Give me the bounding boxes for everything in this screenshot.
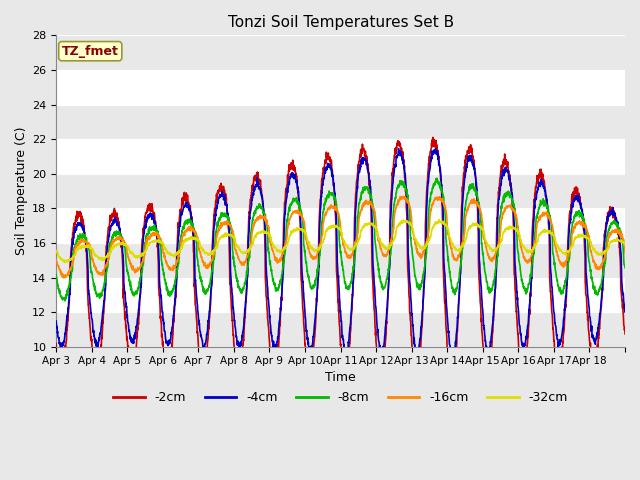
-32cm xyxy=(513,227,520,233)
-16cm xyxy=(109,240,117,245)
Bar xyxy=(56,105,625,139)
-8cm xyxy=(621,265,629,271)
Bar xyxy=(56,243,625,277)
-4cm xyxy=(52,318,60,324)
-16cm xyxy=(621,250,629,256)
-4cm xyxy=(545,212,552,217)
-2cm xyxy=(429,134,436,140)
-2cm xyxy=(513,309,520,315)
-2cm xyxy=(109,214,116,219)
-8cm xyxy=(375,268,383,274)
-16cm xyxy=(60,275,68,281)
-8cm xyxy=(52,272,60,278)
Bar xyxy=(56,36,625,70)
-2cm xyxy=(232,355,239,361)
Line: -16cm: -16cm xyxy=(56,197,625,278)
-16cm xyxy=(513,214,520,219)
-32cm xyxy=(621,240,629,246)
-4cm xyxy=(375,338,383,344)
Legend: -2cm, -4cm, -8cm, -16cm, -32cm: -2cm, -4cm, -8cm, -16cm, -32cm xyxy=(108,386,573,409)
-32cm xyxy=(614,237,621,242)
-8cm xyxy=(433,175,440,181)
-16cm xyxy=(614,226,621,232)
-32cm xyxy=(109,244,117,250)
-16cm xyxy=(375,239,383,244)
-4cm xyxy=(621,308,629,313)
-4cm xyxy=(449,357,457,363)
-32cm xyxy=(435,217,443,223)
-16cm xyxy=(545,214,552,219)
-32cm xyxy=(232,241,240,247)
-32cm xyxy=(545,229,552,235)
-4cm xyxy=(432,146,440,152)
Line: -4cm: -4cm xyxy=(56,149,625,360)
X-axis label: Time: Time xyxy=(325,371,356,384)
-8cm xyxy=(513,221,520,227)
-2cm xyxy=(614,224,621,229)
-32cm xyxy=(375,235,383,241)
-8cm xyxy=(614,224,621,230)
Line: -2cm: -2cm xyxy=(56,137,625,387)
-16cm xyxy=(398,194,406,200)
Bar xyxy=(56,174,625,208)
-32cm xyxy=(52,249,60,254)
-8cm xyxy=(545,207,552,213)
-4cm xyxy=(109,221,116,227)
-2cm xyxy=(621,331,629,337)
Bar xyxy=(56,312,625,347)
-8cm xyxy=(232,274,240,279)
-4cm xyxy=(232,329,239,335)
Line: -8cm: -8cm xyxy=(56,178,625,301)
-4cm xyxy=(614,218,621,224)
-2cm xyxy=(52,341,60,347)
Y-axis label: Soil Temperature (C): Soil Temperature (C) xyxy=(15,127,28,255)
-2cm xyxy=(375,370,383,375)
-2cm xyxy=(545,220,552,226)
-2cm xyxy=(449,384,456,390)
Title: Tonzi Soil Temperatures Set B: Tonzi Soil Temperatures Set B xyxy=(227,15,454,30)
-8cm xyxy=(61,298,69,304)
-32cm xyxy=(61,260,69,265)
-16cm xyxy=(52,258,60,264)
-16cm xyxy=(232,248,240,254)
Text: TZ_fmet: TZ_fmet xyxy=(62,45,118,58)
-8cm xyxy=(109,235,117,240)
-4cm xyxy=(513,278,520,284)
Line: -32cm: -32cm xyxy=(56,220,625,263)
